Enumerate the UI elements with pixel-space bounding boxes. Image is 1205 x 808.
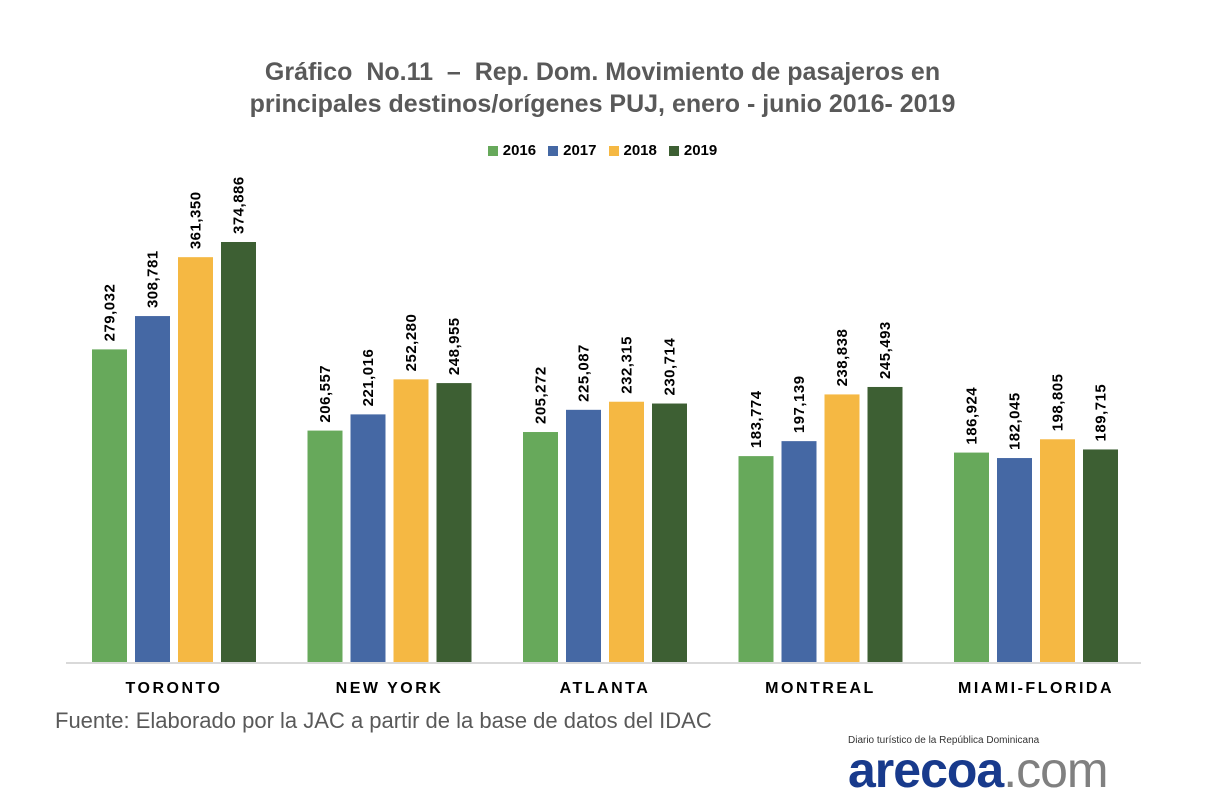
legend-item-2017: 2017: [548, 142, 597, 159]
data-label: 245,493: [877, 321, 894, 379]
source-note: Fuente: Elaborado por la JAC a partir de…: [55, 708, 712, 733]
data-label: 279,032: [102, 284, 119, 342]
bar-miami-florida-2017: [997, 458, 1032, 662]
legend-swatch: [548, 145, 559, 156]
bar-atlanta-2016: [523, 432, 558, 662]
logo-brand: arecoa: [848, 742, 1004, 798]
logo-tagline: Diario turístico de la República Dominic…: [848, 735, 1040, 746]
x-tick-label: ATLANTA: [560, 680, 651, 697]
title-line-1: Gráfico No.11 – Rep. Dom. Movimiento de …: [264, 58, 941, 86]
data-label: 221,016: [360, 349, 377, 407]
legend-label: 2019: [683, 142, 718, 159]
data-label: 230,714: [662, 338, 679, 396]
bar-atlanta-2018: [609, 401, 644, 662]
data-label: 308,781: [145, 250, 162, 308]
x-tick-label: NEW YORK: [336, 680, 444, 697]
bar-miami-florida-2019: [1083, 449, 1118, 662]
bar-montreal-2016: [738, 456, 774, 662]
bar-atlanta-2017: [566, 409, 601, 662]
legend-swatch: [668, 145, 679, 156]
data-label: 232,315: [619, 336, 636, 394]
legend-label: 2017: [563, 142, 597, 159]
data-label: 374,886: [231, 176, 248, 234]
bar-miami-florida-2016: [954, 452, 989, 662]
legend-swatch: [487, 145, 498, 156]
data-label: 252,280: [403, 314, 420, 372]
legend: 2016 2017 2018 2019: [0, 142, 1205, 159]
data-label: 225,087: [576, 344, 593, 402]
chart-title: Gráfico No.11 – Rep. Dom. Movimiento de …: [0, 56, 1205, 120]
bar-new-york-2018: [393, 379, 429, 662]
logo-tld: .com: [1003, 742, 1108, 798]
bar-montreal-2018: [824, 394, 860, 662]
bar-toronto-2018: [178, 257, 213, 662]
data-label: 206,557: [317, 365, 334, 423]
title-line-2: principales destinos/orígenes PUJ, enero…: [249, 90, 956, 118]
bar-miami-florida-2018: [1040, 439, 1075, 662]
data-label: 248,955: [446, 317, 463, 375]
data-label: 361,350: [188, 191, 205, 249]
data-label: 183,774: [748, 390, 765, 448]
bar-toronto-2016: [92, 349, 127, 662]
legend-item-2018: 2018: [608, 142, 657, 159]
data-label: 198,805: [1050, 374, 1067, 432]
data-label: 186,924: [964, 387, 981, 445]
bar-new-york-2017: [350, 414, 386, 662]
data-label: 197,139: [791, 375, 808, 433]
bar-new-york-2016: [307, 430, 343, 662]
legend-label: 2018: [623, 142, 657, 159]
legend-item-2019: 2019: [668, 142, 718, 159]
data-label: 238,838: [834, 329, 851, 387]
bar-toronto-2017: [135, 316, 170, 662]
x-tick-label: MIAMI-FLORIDA: [958, 680, 1114, 697]
data-label: 182,045: [1007, 392, 1024, 450]
legend-item-2016: 2016: [487, 142, 537, 159]
x-tick-label: TORONTO: [126, 680, 223, 697]
bar-new-york-2019: [436, 383, 472, 662]
arecoa-logo: Diario turístico de la República Dominic…: [848, 735, 1109, 795]
x-tick-label: MONTREAL: [765, 680, 876, 697]
data-label: 189,715: [1093, 384, 1110, 442]
data-label: 205,272: [533, 366, 550, 424]
bar-toronto-2019: [221, 242, 256, 662]
legend-swatch: [608, 145, 619, 156]
bar-montreal-2019: [867, 386, 903, 662]
bar-montreal-2017: [781, 441, 817, 662]
bar-atlanta-2019: [652, 403, 687, 662]
legend-label: 2016: [502, 142, 537, 159]
